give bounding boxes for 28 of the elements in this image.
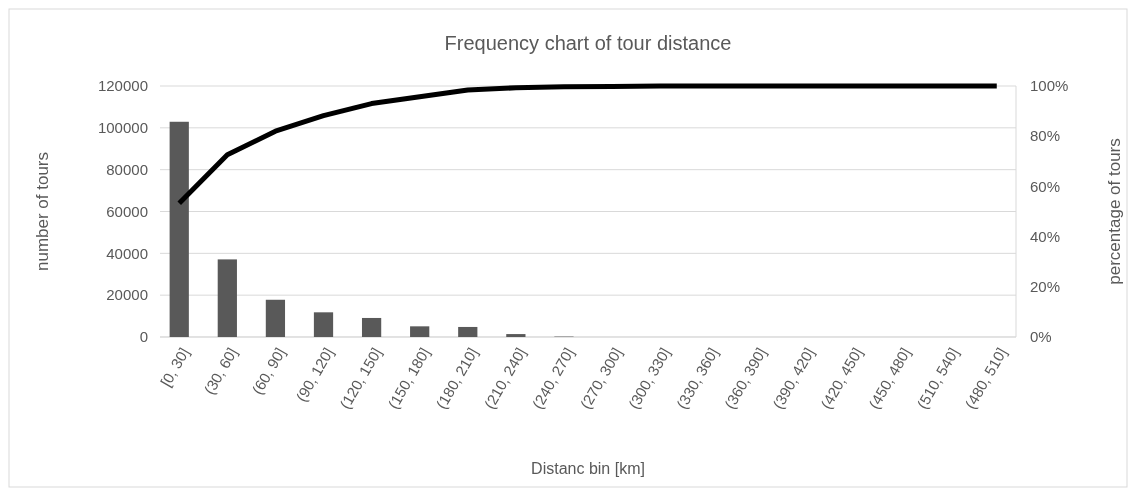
y-axis-title: number of tours — [33, 151, 52, 272]
bar — [169, 121, 189, 337]
bar — [265, 299, 286, 337]
x-tick-label: (60, 90] — [248, 344, 289, 398]
y2-tick-label: 60% — [1030, 177, 1061, 195]
x-tick-label: (30, 60] — [200, 344, 241, 398]
y-tick-label: 0 — [139, 328, 148, 346]
chart-title: Frequency chart of tour distance — [444, 32, 732, 54]
y2-tick-label: 20% — [1030, 278, 1061, 296]
y2-tick-label: 80% — [1030, 127, 1061, 145]
bar — [361, 317, 382, 337]
bar — [313, 312, 334, 337]
bar — [458, 326, 478, 337]
y-tick-label: 100000 — [97, 119, 148, 137]
y2-tick-label: 40% — [1030, 227, 1061, 245]
bar — [217, 259, 237, 337]
bar — [410, 326, 430, 337]
y-tick-label: 60000 — [106, 202, 148, 220]
y-tick-label: 80000 — [106, 160, 148, 178]
y-tick-label: 120000 — [97, 77, 148, 95]
y2-axis-title: percentage of tours — [1105, 138, 1124, 285]
bar — [506, 334, 526, 337]
y-tick-label: 20000 — [106, 286, 148, 304]
y-tick-label: 40000 — [106, 244, 148, 262]
x-tick-label: [0, 30] — [156, 344, 193, 390]
y2-tick-label: 0% — [1030, 328, 1052, 346]
y2-tick-label: 100% — [1030, 77, 1069, 95]
x-axis-title: Distanc bin [km] — [531, 460, 645, 477]
